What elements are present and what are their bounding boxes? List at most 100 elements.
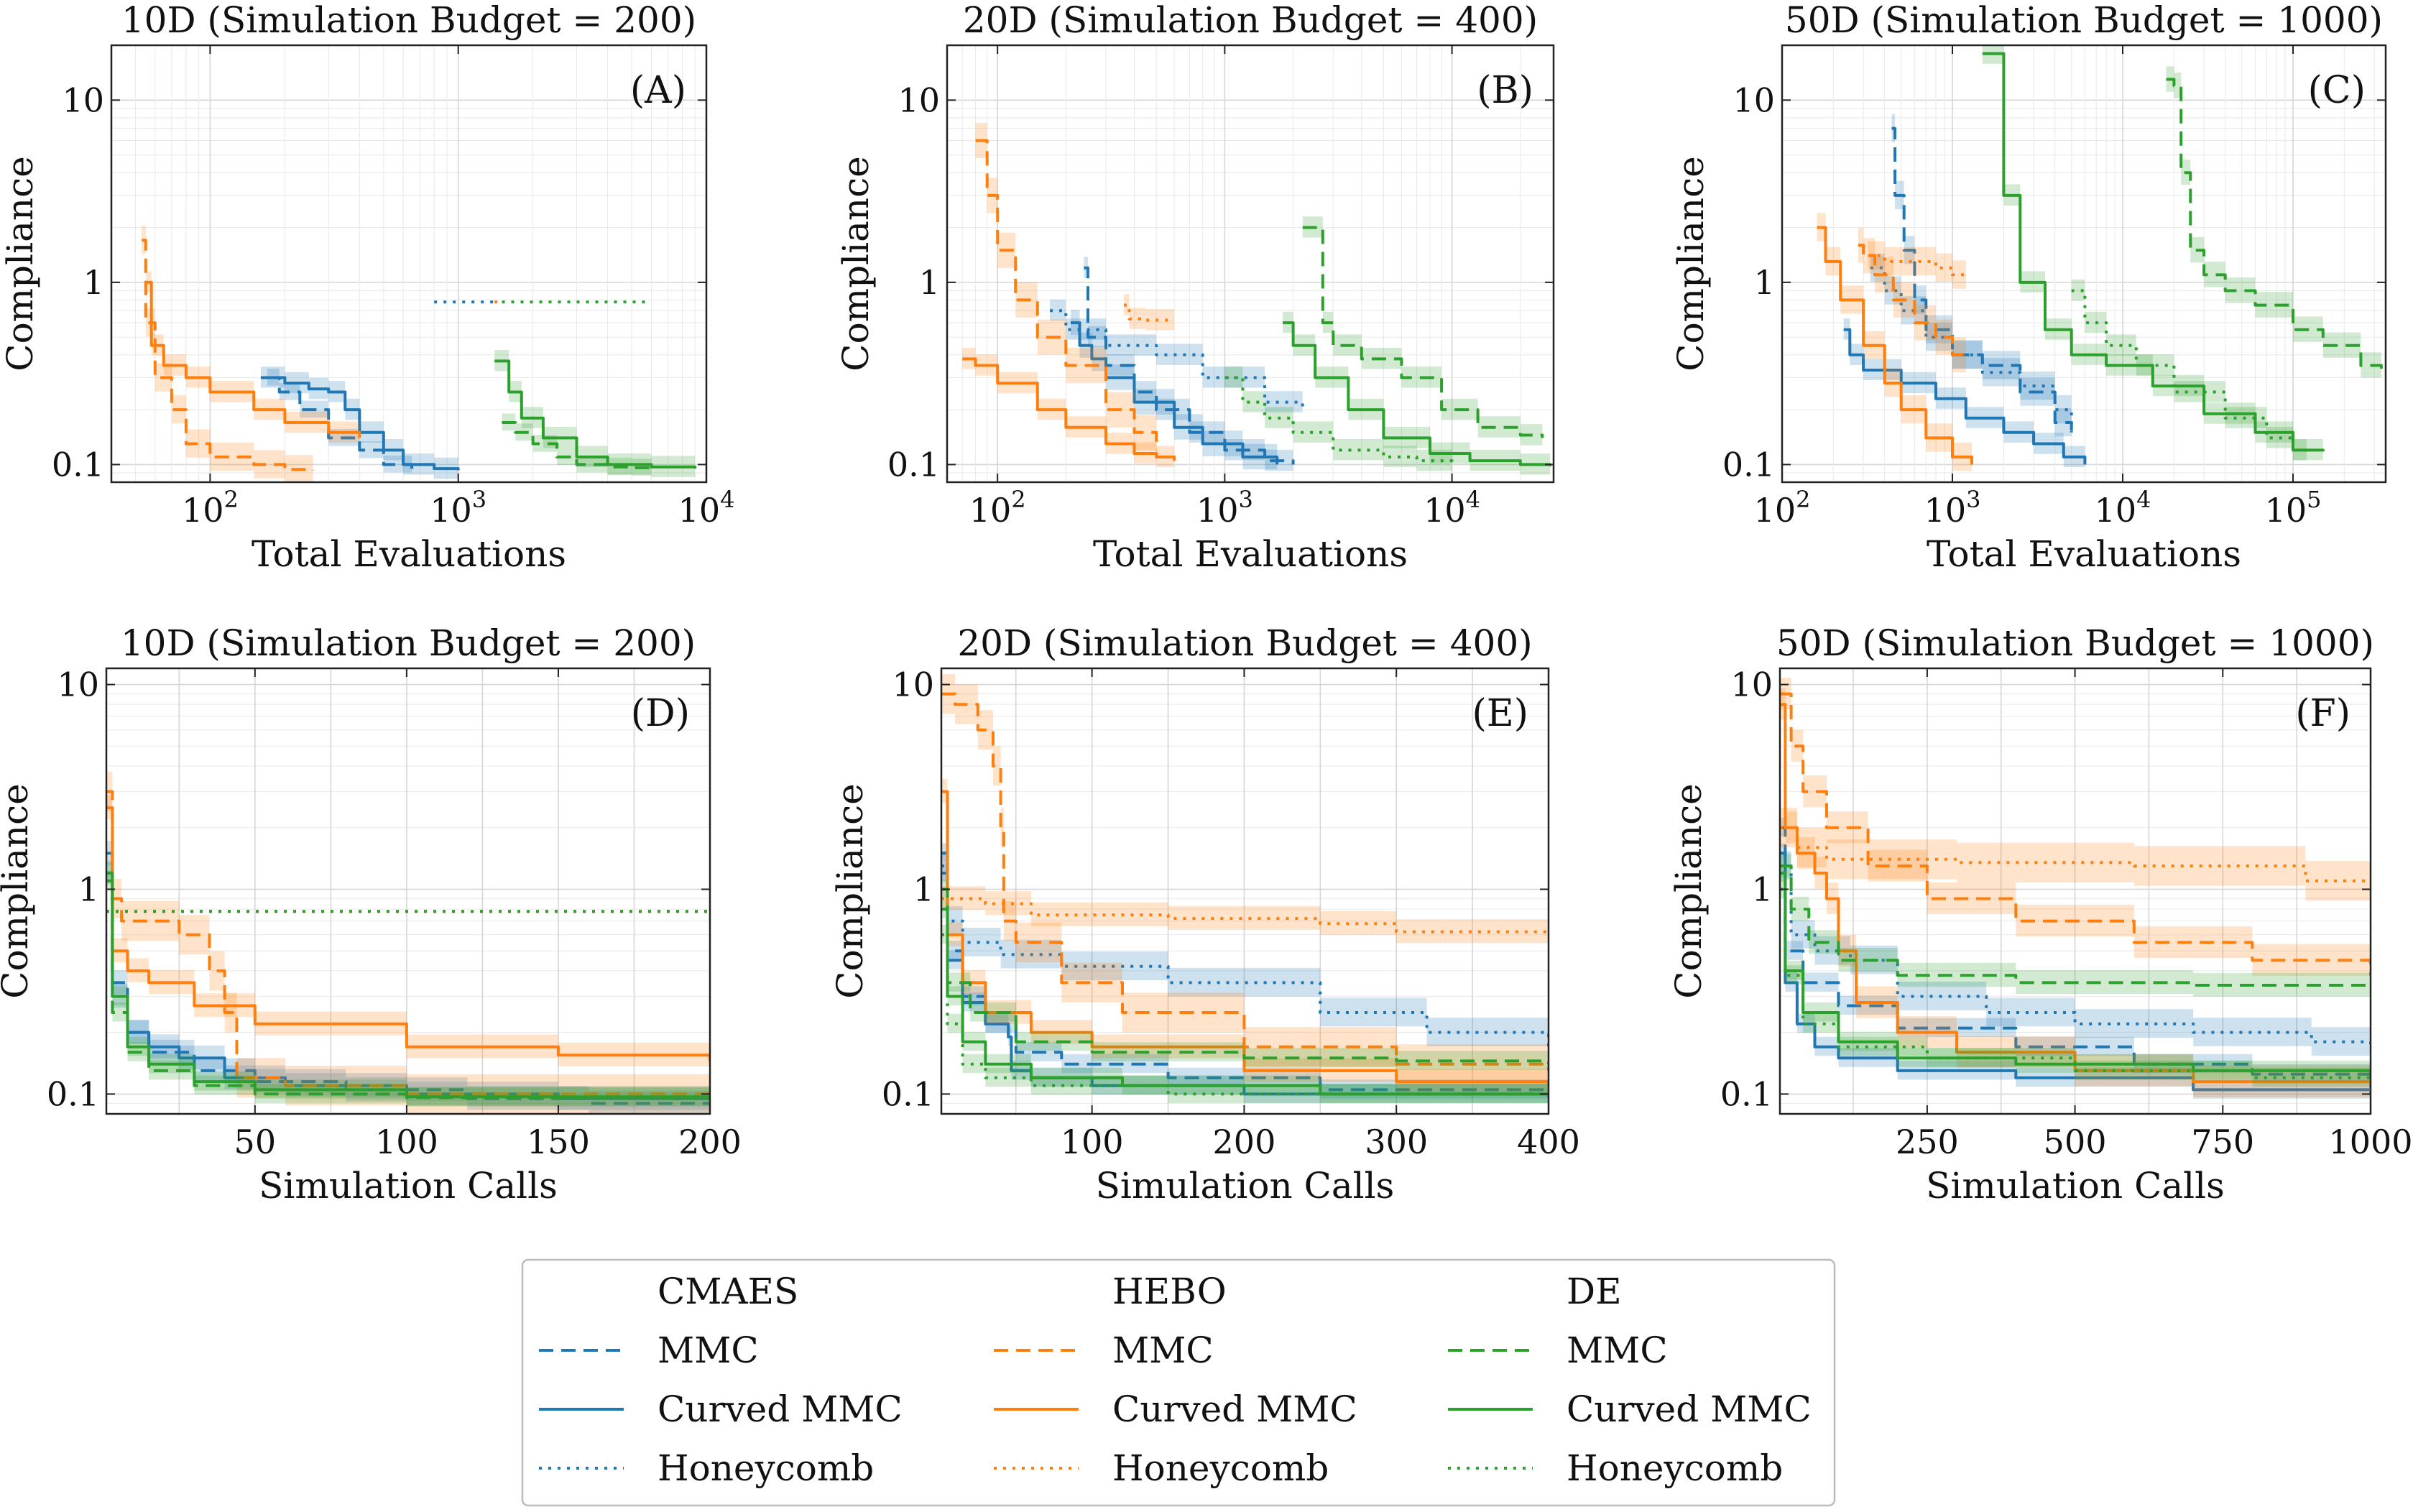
band-cmaes-mmc — [1780, 817, 2371, 1095]
band-hebo-mmc — [142, 226, 313, 482]
axes-frame — [1781, 44, 2387, 484]
x-tick-label: 104 — [678, 486, 735, 530]
legend-entry-hebo-curved-mmc: Curved MMC — [1112, 1388, 1357, 1430]
panel-title: 10D (Simulation Budget = 200) — [121, 0, 696, 41]
panel-title: 10D (Simulation Budget = 200) — [121, 622, 696, 664]
panel-e: 0.1 1 10 100 200 300 400 20D (Simulation Budget… — [829, 622, 1580, 1207]
series-hebo-curved-mmc — [145, 280, 361, 438]
x-tick-label: 103 — [1196, 486, 1253, 530]
plot-area — [1817, 45, 2383, 479]
band-cmaes-honeycomb — [941, 851, 1549, 1061]
x-tick-label: 50 — [234, 1123, 277, 1161]
legend-group-cmaes: CMAES — [658, 1271, 798, 1312]
series-hebo-curved-mmc — [106, 806, 710, 1061]
series-hebo-curved-mmc — [941, 790, 1549, 1086]
panel-d: 0.1 1 10 50 100 150 200 10D (Simulation Budget … — [0, 622, 742, 1207]
band-hebo-mmc — [1780, 678, 2371, 991]
axes-frame — [946, 44, 1555, 484]
grid — [106, 668, 710, 1114]
panel-a: 0.1 1 10 102 103 104 10D (Simulation Budget = … — [0, 0, 734, 575]
series-cmaes-curved-mmc — [1843, 328, 2087, 465]
x-tick-label: 102 — [969, 486, 1026, 530]
band-hebo-mmc — [1858, 227, 1966, 377]
y-axis-label: Compliance — [1670, 156, 1712, 371]
y-tick-label: 10 — [62, 80, 104, 119]
x-axis-label: Total Evaluations — [1927, 533, 2241, 575]
plot-area — [106, 771, 710, 1114]
series-cmaes-curved-mmc — [1071, 321, 1279, 465]
band-hebo-curved-mmc — [106, 795, 710, 1073]
band-de-curved-mmc — [1780, 862, 2371, 1087]
series-hebo-honeycomb — [1868, 254, 1967, 279]
legend-entry-cmaes-curved-mmc: Curved MMC — [658, 1388, 903, 1430]
grid — [1782, 45, 2386, 482]
y-tick-label: 0.1 — [47, 1074, 99, 1113]
panel-label: (B) — [1477, 69, 1533, 112]
y-tick-label: 10 — [1730, 665, 1773, 704]
plot-area — [962, 123, 1551, 477]
y-tick-label: 1 — [83, 263, 104, 302]
y-axis-label: Compliance — [0, 156, 41, 371]
band-de-curved-mmc — [941, 899, 1549, 1106]
x-tick-label: 104 — [1424, 486, 1480, 530]
y-axis-label: Compliance — [0, 783, 36, 998]
series-de-mmc — [941, 888, 1549, 1064]
y-tick-label: 0.1 — [1722, 445, 1775, 484]
series-cmaes-curved-mmc — [260, 376, 460, 471]
band-de-honeycomb — [2071, 280, 2307, 464]
panel-label: (E) — [1472, 692, 1528, 735]
panel-f: 0.1 1 10 250 500 750 1000 50D (Simulation Budge… — [1668, 622, 2413, 1207]
y-axis-label: Compliance — [835, 156, 877, 371]
series-de-mmc — [1780, 865, 2371, 988]
band-hebo-curved-mmc — [145, 271, 360, 448]
band-cmaes-honeycomb — [1780, 851, 2371, 1061]
legend-entry-de-mmc: MMC — [1567, 1329, 1668, 1371]
series-de-honeycomb — [941, 933, 1549, 1099]
band-de-mmc — [1302, 216, 1543, 448]
x-tick-label: 500 — [2044, 1123, 2107, 1161]
legend-entry-de-honeycomb: Honeycomb — [1567, 1447, 1783, 1489]
series-de-curved-mmc — [941, 908, 1549, 1097]
grid — [111, 45, 706, 482]
panel-label: (A) — [630, 69, 686, 112]
band-hebo-mmc — [106, 771, 710, 1114]
legend-entry-cmaes-mmc: MMC — [658, 1329, 759, 1371]
axes-frame — [105, 667, 711, 1115]
panel-title: 20D (Simulation Budget = 400) — [957, 622, 1532, 664]
x-tick-label: 1000 — [2328, 1123, 2412, 1161]
plot-area — [1780, 678, 2371, 1110]
series-hebo-honeycomb — [941, 897, 1549, 934]
band-de-mmc — [502, 413, 652, 477]
band-de-mmc — [941, 879, 1549, 1074]
series-cmaes-mmc — [106, 852, 710, 1106]
y-tick-label: 10 — [57, 665, 99, 704]
band-cmaes-curved-mmc — [1071, 309, 1278, 477]
band-hebo-mmc — [941, 674, 1549, 1091]
band-hebo-curved-mmc — [962, 348, 1175, 471]
series-hebo-mmc — [106, 790, 710, 1099]
y-tick-label: 1 — [78, 870, 99, 908]
band-de-honeycomb — [1224, 367, 1452, 475]
y-axis-label: Compliance — [1668, 783, 1710, 998]
y-tick-label: 1 — [919, 263, 940, 302]
x-tick-label: 100 — [1061, 1123, 1124, 1161]
series-hebo-mmc — [975, 139, 1158, 451]
band-cmaes-honeycomb — [1870, 253, 2072, 446]
legend-group-hebo: HEBO — [1112, 1271, 1227, 1312]
x-tick-label: 750 — [2191, 1123, 2254, 1161]
series-hebo-curved-mmc — [1817, 226, 1973, 465]
x-tick-label: 105 — [2265, 486, 2322, 530]
y-tick-label: 10 — [892, 665, 934, 704]
x-axis-label: Simulation Calls — [1926, 1165, 2225, 1207]
panel-title: 50D (Simulation Budget = 1000) — [1785, 0, 2383, 41]
band-cmaes-curved-mmc — [1843, 318, 2085, 475]
series-de-curved-mmc — [494, 359, 697, 469]
y-tick-label: 0.1 — [882, 1074, 934, 1113]
series-de-mmc — [1302, 226, 1544, 438]
band-de-curved-mmc — [106, 870, 710, 1109]
series-cmaes-mmc — [267, 376, 414, 469]
band-hebo-curved-mmc — [1817, 213, 1972, 479]
series-cmaes-mmc — [1084, 266, 1295, 465]
y-tick-label: 1 — [913, 870, 934, 908]
